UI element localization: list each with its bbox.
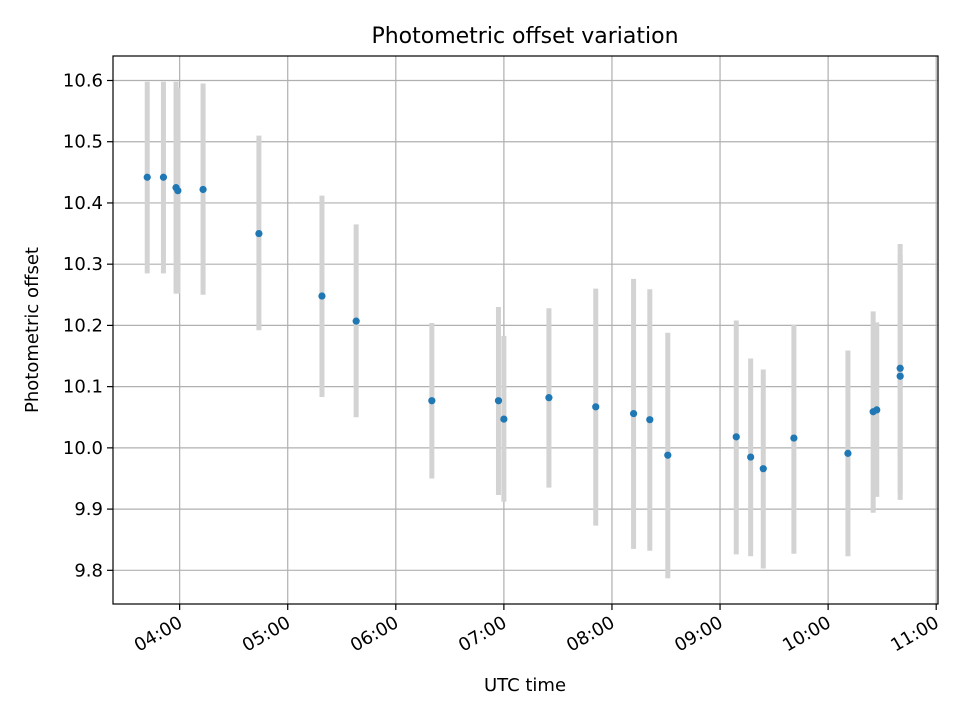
- data-point: [199, 185, 207, 194]
- data-point: [873, 406, 881, 414]
- data-point: [318, 292, 326, 300]
- data-point: [174, 187, 182, 195]
- data-point: [143, 173, 151, 181]
- y-tick-label: 10.1: [63, 377, 103, 398]
- y-tick-label: 10.5: [63, 132, 103, 153]
- data-point: [545, 394, 553, 402]
- grid: [113, 56, 938, 604]
- y-tick-label: 10.2: [63, 315, 103, 336]
- chart-title: Photometric offset variation: [371, 24, 678, 49]
- data-point: [494, 397, 503, 405]
- data-point: [629, 409, 638, 418]
- y-tick-label: 10.0: [63, 438, 103, 459]
- y-tick-label: 9.8: [74, 560, 103, 581]
- data-point: [896, 364, 904, 372]
- y-axis-label: Photometric offset: [22, 247, 43, 413]
- data-point: [255, 229, 263, 238]
- y-tick-label: 10.6: [63, 70, 103, 91]
- x-axis-label: UTC time: [484, 675, 566, 696]
- data-point: [428, 397, 436, 405]
- y-tick-label: 10.3: [63, 254, 103, 275]
- data-point: [352, 317, 360, 325]
- data-point: [646, 416, 654, 424]
- data-point: [790, 434, 798, 442]
- data-point: [844, 449, 852, 457]
- y-tick-label: 9.9: [74, 499, 103, 520]
- data-point: [759, 465, 767, 473]
- data-point: [592, 403, 600, 411]
- data-point: [500, 415, 508, 423]
- data-point: [747, 453, 755, 461]
- data-point: [732, 433, 740, 441]
- data-points: [143, 173, 904, 473]
- data-point: [664, 451, 672, 459]
- data-point: [159, 173, 168, 181]
- y-tick-label: 10.4: [63, 193, 103, 214]
- plot-frame: [112, 55, 939, 605]
- y-axis: 9.8 9.9 10.0 10.1 10.2 10.3 10.4 10.5 10.6: [63, 70, 113, 581]
- data-point: [896, 372, 904, 380]
